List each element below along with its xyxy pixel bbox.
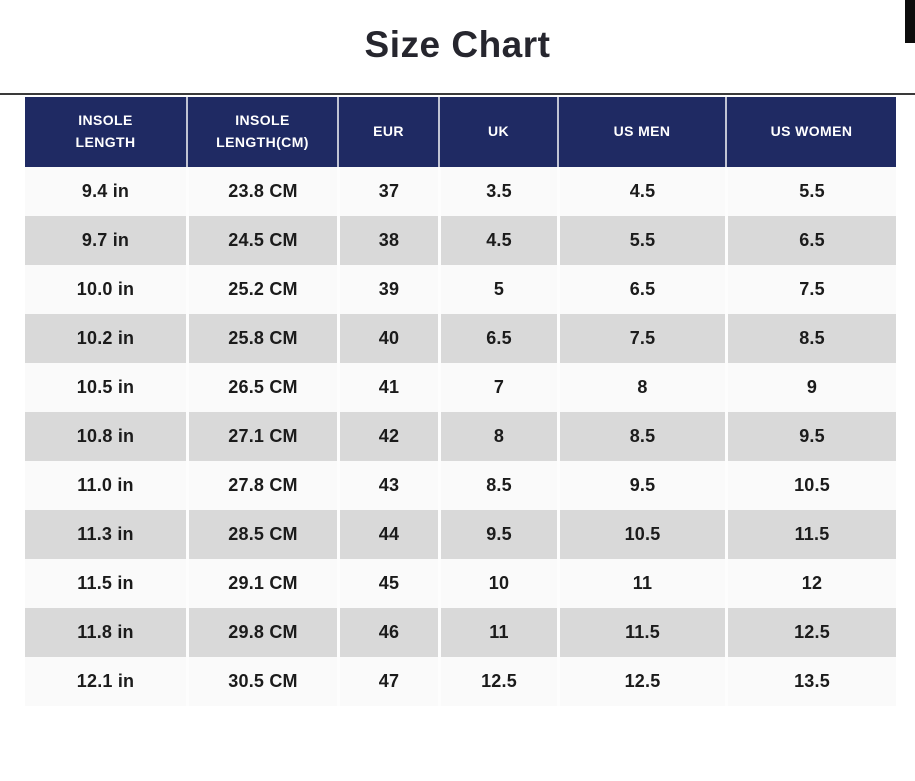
table-cell: 42: [337, 412, 438, 461]
table-cell: 12.1 in: [25, 657, 186, 706]
table-cell: 40: [337, 314, 438, 363]
table-row: 12.1 in 30.5 CM 47 12.5 12.5 13.5: [25, 657, 896, 706]
table-cell: 13.5: [725, 657, 896, 706]
table-cell: 27.1 CM: [186, 412, 337, 461]
table-cell: 8.5: [557, 412, 725, 461]
table-cell: 8.5: [725, 314, 896, 363]
header-cell: UK: [438, 97, 557, 167]
table-cell: 11.0 in: [25, 461, 186, 510]
table-cell: 8.5: [438, 461, 557, 510]
table-cell: 27.8 CM: [186, 461, 337, 510]
table-cell: 12.5: [725, 608, 896, 657]
table-cell: 9.5: [725, 412, 896, 461]
table-cell: 10.0 in: [25, 265, 186, 314]
table-cell: 9.4 in: [25, 167, 186, 216]
table-cell: 8: [557, 363, 725, 412]
header-cell: US MEN: [557, 97, 725, 167]
table-row: 10.8 in 27.1 CM 42 8 8.5 9.5: [25, 412, 896, 461]
table-cell: 7: [438, 363, 557, 412]
table-cell: 11.5 in: [25, 559, 186, 608]
table-cell: 10: [438, 559, 557, 608]
table-cell: 12.5: [557, 657, 725, 706]
scrollbar-thumb[interactable]: [905, 0, 915, 43]
table-cell: 39: [337, 265, 438, 314]
table-row: 11.3 in 28.5 CM 44 9.5 10.5 11.5: [25, 510, 896, 559]
table-cell: 11: [557, 559, 725, 608]
table-cell: 11.5: [557, 608, 725, 657]
table-cell: 10.2 in: [25, 314, 186, 363]
table-cell: 24.5 CM: [186, 216, 337, 265]
table-cell: 43: [337, 461, 438, 510]
table-cell: 25.8 CM: [186, 314, 337, 363]
table-cell: 12: [725, 559, 896, 608]
table-row: 11.5 in 29.1 CM 45 10 11 12: [25, 559, 896, 608]
table-cell: 25.2 CM: [186, 265, 337, 314]
header-cell: US WOMEN: [725, 97, 896, 167]
table-cell: 4.5: [438, 216, 557, 265]
table-row: 9.4 in 23.8 CM 37 3.5 4.5 5.5: [25, 167, 896, 216]
table-cell: 9.5: [557, 461, 725, 510]
table-cell: 11.5: [725, 510, 896, 559]
table-cell: 8: [438, 412, 557, 461]
table-cell: 5: [438, 265, 557, 314]
header-row: INSOLE LENGTH INSOLE LENGTH(CM) EUR UK US ME…: [25, 97, 896, 167]
table-cell: 29.1 CM: [186, 559, 337, 608]
table-cell: 12.5: [438, 657, 557, 706]
table-cell: 46: [337, 608, 438, 657]
table-cell: 29.8 CM: [186, 608, 337, 657]
table-cell: 23.8 CM: [186, 167, 337, 216]
table-cell: 9.5: [438, 510, 557, 559]
divider: [0, 93, 915, 95]
table-cell: 6.5: [438, 314, 557, 363]
header-cell: EUR: [337, 97, 438, 167]
table-row: 11.0 in 27.8 CM 43 8.5 9.5 10.5: [25, 461, 896, 510]
header-cell: INSOLE LENGTH: [25, 97, 186, 167]
table-cell: 7.5: [557, 314, 725, 363]
table-row: 10.2 in 25.8 CM 40 6.5 7.5 8.5: [25, 314, 896, 363]
table-cell: 6.5: [725, 216, 896, 265]
table-body: 9.4 in 23.8 CM 37 3.5 4.5 5.5 9.7 in 24.5 CM 38 4…: [25, 167, 896, 706]
table-cell: 3.5: [438, 167, 557, 216]
table-row: 11.8 in 29.8 CM 46 11 11.5 12.5: [25, 608, 896, 657]
table-cell: 30.5 CM: [186, 657, 337, 706]
table-row: 10.0 in 25.2 CM 39 5 6.5 7.5: [25, 265, 896, 314]
size-chart-table: INSOLE LENGTH INSOLE LENGTH(CM) EUR UK US ME…: [25, 97, 896, 706]
header-cell: INSOLE LENGTH(CM): [186, 97, 337, 167]
page-title: Size Chart: [364, 24, 551, 65]
table-row: 9.7 in 24.5 CM 38 4.5 5.5 6.5: [25, 216, 896, 265]
table-cell: 7.5: [725, 265, 896, 314]
table-cell: 10.5: [725, 461, 896, 510]
table-cell: 37: [337, 167, 438, 216]
table-cell: 47: [337, 657, 438, 706]
table-cell: 11.8 in: [25, 608, 186, 657]
table-cell: 10.5: [557, 510, 725, 559]
table-cell: 9.7 in: [25, 216, 186, 265]
table-cell: 10.8 in: [25, 412, 186, 461]
table-cell: 45: [337, 559, 438, 608]
table-cell: 4.5: [557, 167, 725, 216]
table-cell: 44: [337, 510, 438, 559]
table-cell: 41: [337, 363, 438, 412]
table-cell: 11: [438, 608, 557, 657]
table-cell: 5.5: [557, 216, 725, 265]
table-cell: 9: [725, 363, 896, 412]
table-cell: 10.5 in: [25, 363, 186, 412]
table-cell: 26.5 CM: [186, 363, 337, 412]
table-cell: 11.3 in: [25, 510, 186, 559]
table-cell: 6.5: [557, 265, 725, 314]
table-cell: 5.5: [725, 167, 896, 216]
table-row: 10.5 in 26.5 CM 41 7 8 9: [25, 363, 896, 412]
table-cell: 38: [337, 216, 438, 265]
table-cell: 28.5 CM: [186, 510, 337, 559]
